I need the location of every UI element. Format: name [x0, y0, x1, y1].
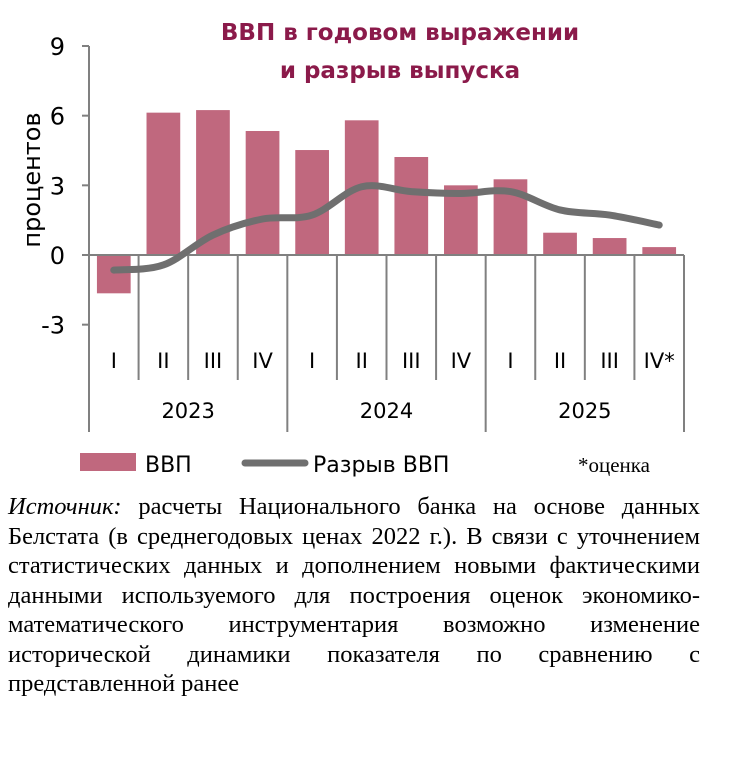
bar-gdp [96, 255, 131, 294]
y-tick-label: 9 [50, 33, 65, 61]
bar-gdp [146, 112, 181, 255]
y-tick-label: -3 [41, 312, 65, 340]
y-tick-label: 3 [50, 172, 65, 200]
x-tick-label: III [204, 349, 223, 373]
line-output-gap [110, 182, 663, 274]
source-text: расчеты Национального банка на основе да… [8, 493, 700, 697]
year-label: 2024 [360, 399, 413, 423]
x-tick-label: III [600, 349, 619, 373]
year-label: 2025 [558, 399, 611, 423]
x-tick-label: III [402, 349, 421, 373]
x-tick-label: II [157, 349, 169, 373]
legend-label-gdp: ВВП [145, 453, 192, 478]
y-tick-label: 6 [50, 103, 65, 131]
x-tick-label: II [554, 349, 566, 373]
legend-label-gap: Разрыв ВВП [313, 453, 449, 478]
y-tick-label: 0 [50, 242, 65, 270]
legend-swatch-gdp [80, 453, 136, 471]
x-tick-label: I [309, 349, 315, 373]
year-label: 2023 [161, 399, 214, 423]
source-note: Источник: расчеты Национального банка на… [8, 492, 700, 699]
bar-gdp [394, 157, 429, 255]
x-tick-label: IV [451, 349, 472, 373]
x-tick-label: IV [252, 349, 273, 373]
x-tick-label: II [356, 349, 368, 373]
x-tick-label: I [507, 349, 513, 373]
bar-gdp [642, 247, 677, 255]
chart-svg: ВВП в годовом выражении и разрыв выпуска… [18, 20, 685, 478]
bar-gdp [592, 238, 627, 255]
source-label: Источник: [8, 493, 122, 520]
estimate-note: *оценка [578, 453, 651, 477]
x-tick-label: IV* [644, 349, 675, 373]
x-tick-label: I [111, 349, 117, 373]
chart-title-line2: и разрыв выпуска [280, 58, 520, 84]
bar-gdp [245, 130, 280, 255]
y-axis-label: процентов [18, 112, 46, 247]
chart-title-line1: ВВП в годовом выражении [221, 20, 579, 46]
bar-gdp [543, 232, 577, 255]
bar-gdp [295, 150, 329, 255]
